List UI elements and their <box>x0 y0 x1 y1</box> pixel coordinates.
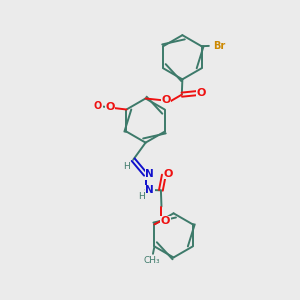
Text: N: N <box>145 169 154 179</box>
Text: O: O <box>105 103 115 112</box>
Text: O: O <box>94 101 102 111</box>
Text: O: O <box>95 101 103 111</box>
Text: O: O <box>196 88 206 98</box>
Text: Br: Br <box>213 40 225 51</box>
Text: H: H <box>138 192 145 201</box>
Text: N: N <box>145 185 154 195</box>
Text: O: O <box>164 169 173 178</box>
Text: O: O <box>161 95 171 105</box>
Text: O: O <box>161 216 170 226</box>
Text: H: H <box>123 162 130 171</box>
Text: CH₃: CH₃ <box>144 256 160 265</box>
